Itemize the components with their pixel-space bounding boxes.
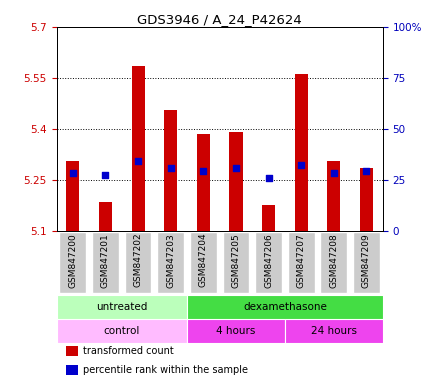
Text: GSM847206: GSM847206	[263, 233, 273, 288]
FancyBboxPatch shape	[125, 232, 151, 293]
FancyBboxPatch shape	[320, 232, 346, 293]
Bar	[187, 295, 382, 319]
Bar	[187, 319, 284, 343]
Bar	[261, 205, 275, 231]
Point	[232, 165, 239, 171]
Bar	[294, 74, 307, 231]
Bar	[66, 346, 78, 356]
Point	[69, 170, 76, 176]
Text: dexamethasone: dexamethasone	[243, 302, 326, 312]
Point	[265, 175, 272, 181]
Text: GSM847209: GSM847209	[361, 233, 370, 288]
Bar	[99, 202, 112, 231]
Text: percentile rank within the sample: percentile rank within the sample	[82, 365, 247, 375]
FancyBboxPatch shape	[190, 232, 216, 293]
Text: transformed count: transformed count	[82, 346, 173, 356]
Text: 24 hours: 24 hours	[310, 326, 356, 336]
Point	[330, 170, 337, 176]
Bar	[284, 319, 382, 343]
FancyBboxPatch shape	[287, 232, 314, 293]
Bar	[164, 110, 177, 231]
Bar	[56, 319, 187, 343]
Text: GSM847204: GSM847204	[198, 233, 207, 288]
Bar	[56, 295, 187, 319]
Text: GSM847202: GSM847202	[133, 233, 142, 288]
Bar	[359, 168, 372, 231]
Text: untreated: untreated	[96, 302, 147, 312]
Text: 4 hours: 4 hours	[216, 326, 255, 336]
FancyBboxPatch shape	[352, 232, 379, 293]
FancyBboxPatch shape	[59, 232, 86, 293]
FancyBboxPatch shape	[157, 232, 184, 293]
Text: control: control	[103, 326, 140, 336]
Bar	[229, 132, 242, 231]
Point	[167, 165, 174, 171]
Text: GSM847205: GSM847205	[231, 233, 240, 288]
Text: GSM847207: GSM847207	[296, 233, 305, 288]
Title: GDS3946 / A_24_P42624: GDS3946 / A_24_P42624	[137, 13, 301, 26]
FancyBboxPatch shape	[255, 232, 281, 293]
Bar	[131, 66, 144, 231]
Point	[297, 162, 304, 168]
Point	[135, 158, 141, 164]
FancyBboxPatch shape	[222, 232, 249, 293]
Bar	[66, 365, 78, 375]
FancyBboxPatch shape	[92, 232, 118, 293]
Text: GSM847200: GSM847200	[68, 233, 77, 288]
Bar	[196, 134, 210, 231]
Text: GSM847208: GSM847208	[329, 233, 338, 288]
Bar	[66, 161, 79, 231]
Text: GSM847203: GSM847203	[166, 233, 175, 288]
Bar	[326, 161, 339, 231]
Point	[199, 168, 207, 174]
Text: GSM847201: GSM847201	[101, 233, 110, 288]
Point	[102, 172, 108, 178]
Point	[362, 168, 369, 174]
